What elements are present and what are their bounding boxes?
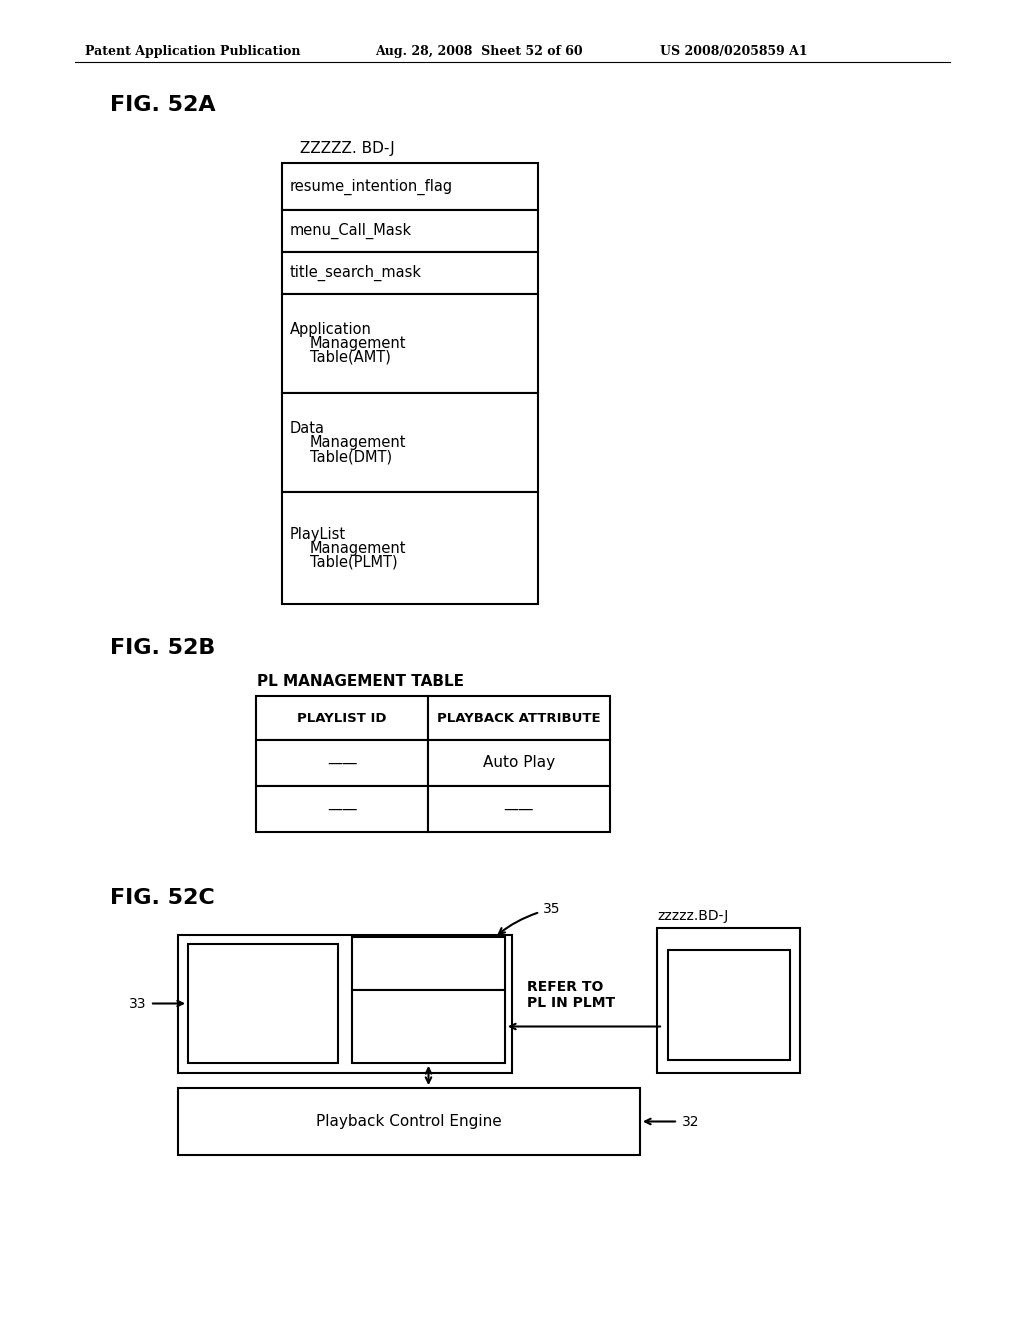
- Text: Table(DMT): Table(DMT): [310, 449, 392, 465]
- Bar: [188, 944, 338, 1063]
- Bar: [657, 928, 800, 1073]
- Text: Application: Application: [290, 322, 372, 337]
- Bar: [668, 950, 790, 1060]
- Text: 33: 33: [128, 997, 146, 1011]
- Text: 35: 35: [543, 902, 560, 916]
- Bar: [352, 937, 505, 990]
- Text: title_search_mask: title_search_mask: [290, 265, 422, 281]
- Text: PLAYBACK ATTRIBUTE: PLAYBACK ATTRIBUTE: [437, 711, 601, 725]
- Text: Table(AMT): Table(AMT): [310, 350, 391, 366]
- Text: menu_Call_Mask: menu_Call_Mask: [290, 223, 412, 239]
- Text: PL MANAGEMENT TABLE: PL MANAGEMENT TABLE: [257, 673, 464, 689]
- Text: Management: Management: [310, 337, 407, 351]
- Text: Table(PLMT): Table(PLMT): [310, 554, 397, 569]
- Text: Management: Management: [310, 436, 407, 450]
- Bar: [256, 696, 428, 741]
- Bar: [428, 696, 610, 741]
- Text: FIG. 52A: FIG. 52A: [110, 95, 216, 115]
- Bar: [178, 1088, 640, 1155]
- Bar: [282, 393, 538, 492]
- Text: ZZZZZ. BD-J: ZZZZZ. BD-J: [300, 140, 394, 156]
- Text: zzzzz.BD-J: zzzzz.BD-J: [657, 909, 728, 923]
- Text: Playback Control Engine: Playback Control Engine: [316, 1114, 502, 1129]
- Text: Auto Play: Auto Play: [483, 755, 555, 771]
- Bar: [178, 935, 512, 1073]
- Text: Management: Management: [310, 540, 407, 556]
- Text: HDMV
Module: HDMV Module: [236, 987, 291, 1019]
- Text: 32: 32: [682, 1114, 699, 1129]
- Bar: [282, 252, 538, 294]
- Bar: [428, 785, 610, 832]
- Text: FIG. 52C: FIG. 52C: [110, 888, 215, 908]
- Bar: [282, 492, 538, 605]
- Text: REQUEST PL
PLAYBACK: REQUEST PL PLAYBACK: [380, 1011, 477, 1041]
- Bar: [256, 785, 428, 832]
- Text: Aug. 28, 2008  Sheet 52 of 60: Aug. 28, 2008 Sheet 52 of 60: [375, 45, 583, 58]
- Bar: [282, 294, 538, 393]
- Bar: [282, 210, 538, 252]
- Text: PLAYLIST ID: PLAYLIST ID: [297, 711, 387, 725]
- Bar: [282, 162, 538, 210]
- Bar: [256, 741, 428, 785]
- Text: ——: ——: [327, 755, 357, 771]
- Text: BD-J
Module: BD-J Module: [400, 948, 457, 979]
- Text: resume_intention_flag: resume_intention_flag: [290, 178, 454, 194]
- Text: ——: ——: [504, 801, 535, 817]
- Text: Patent Application Publication: Patent Application Publication: [85, 45, 300, 58]
- Text: US 2008/0205859 A1: US 2008/0205859 A1: [660, 45, 808, 58]
- Bar: [428, 741, 610, 785]
- Bar: [352, 990, 505, 1063]
- Text: PlayList: PlayList: [290, 527, 346, 541]
- Text: FIG. 52B: FIG. 52B: [110, 638, 215, 657]
- Text: PLMT: PLMT: [707, 997, 751, 1014]
- Text: REFER TO
PL IN PLMT: REFER TO PL IN PLMT: [527, 979, 615, 1010]
- Text: ——: ——: [327, 801, 357, 817]
- Text: Data: Data: [290, 421, 325, 436]
